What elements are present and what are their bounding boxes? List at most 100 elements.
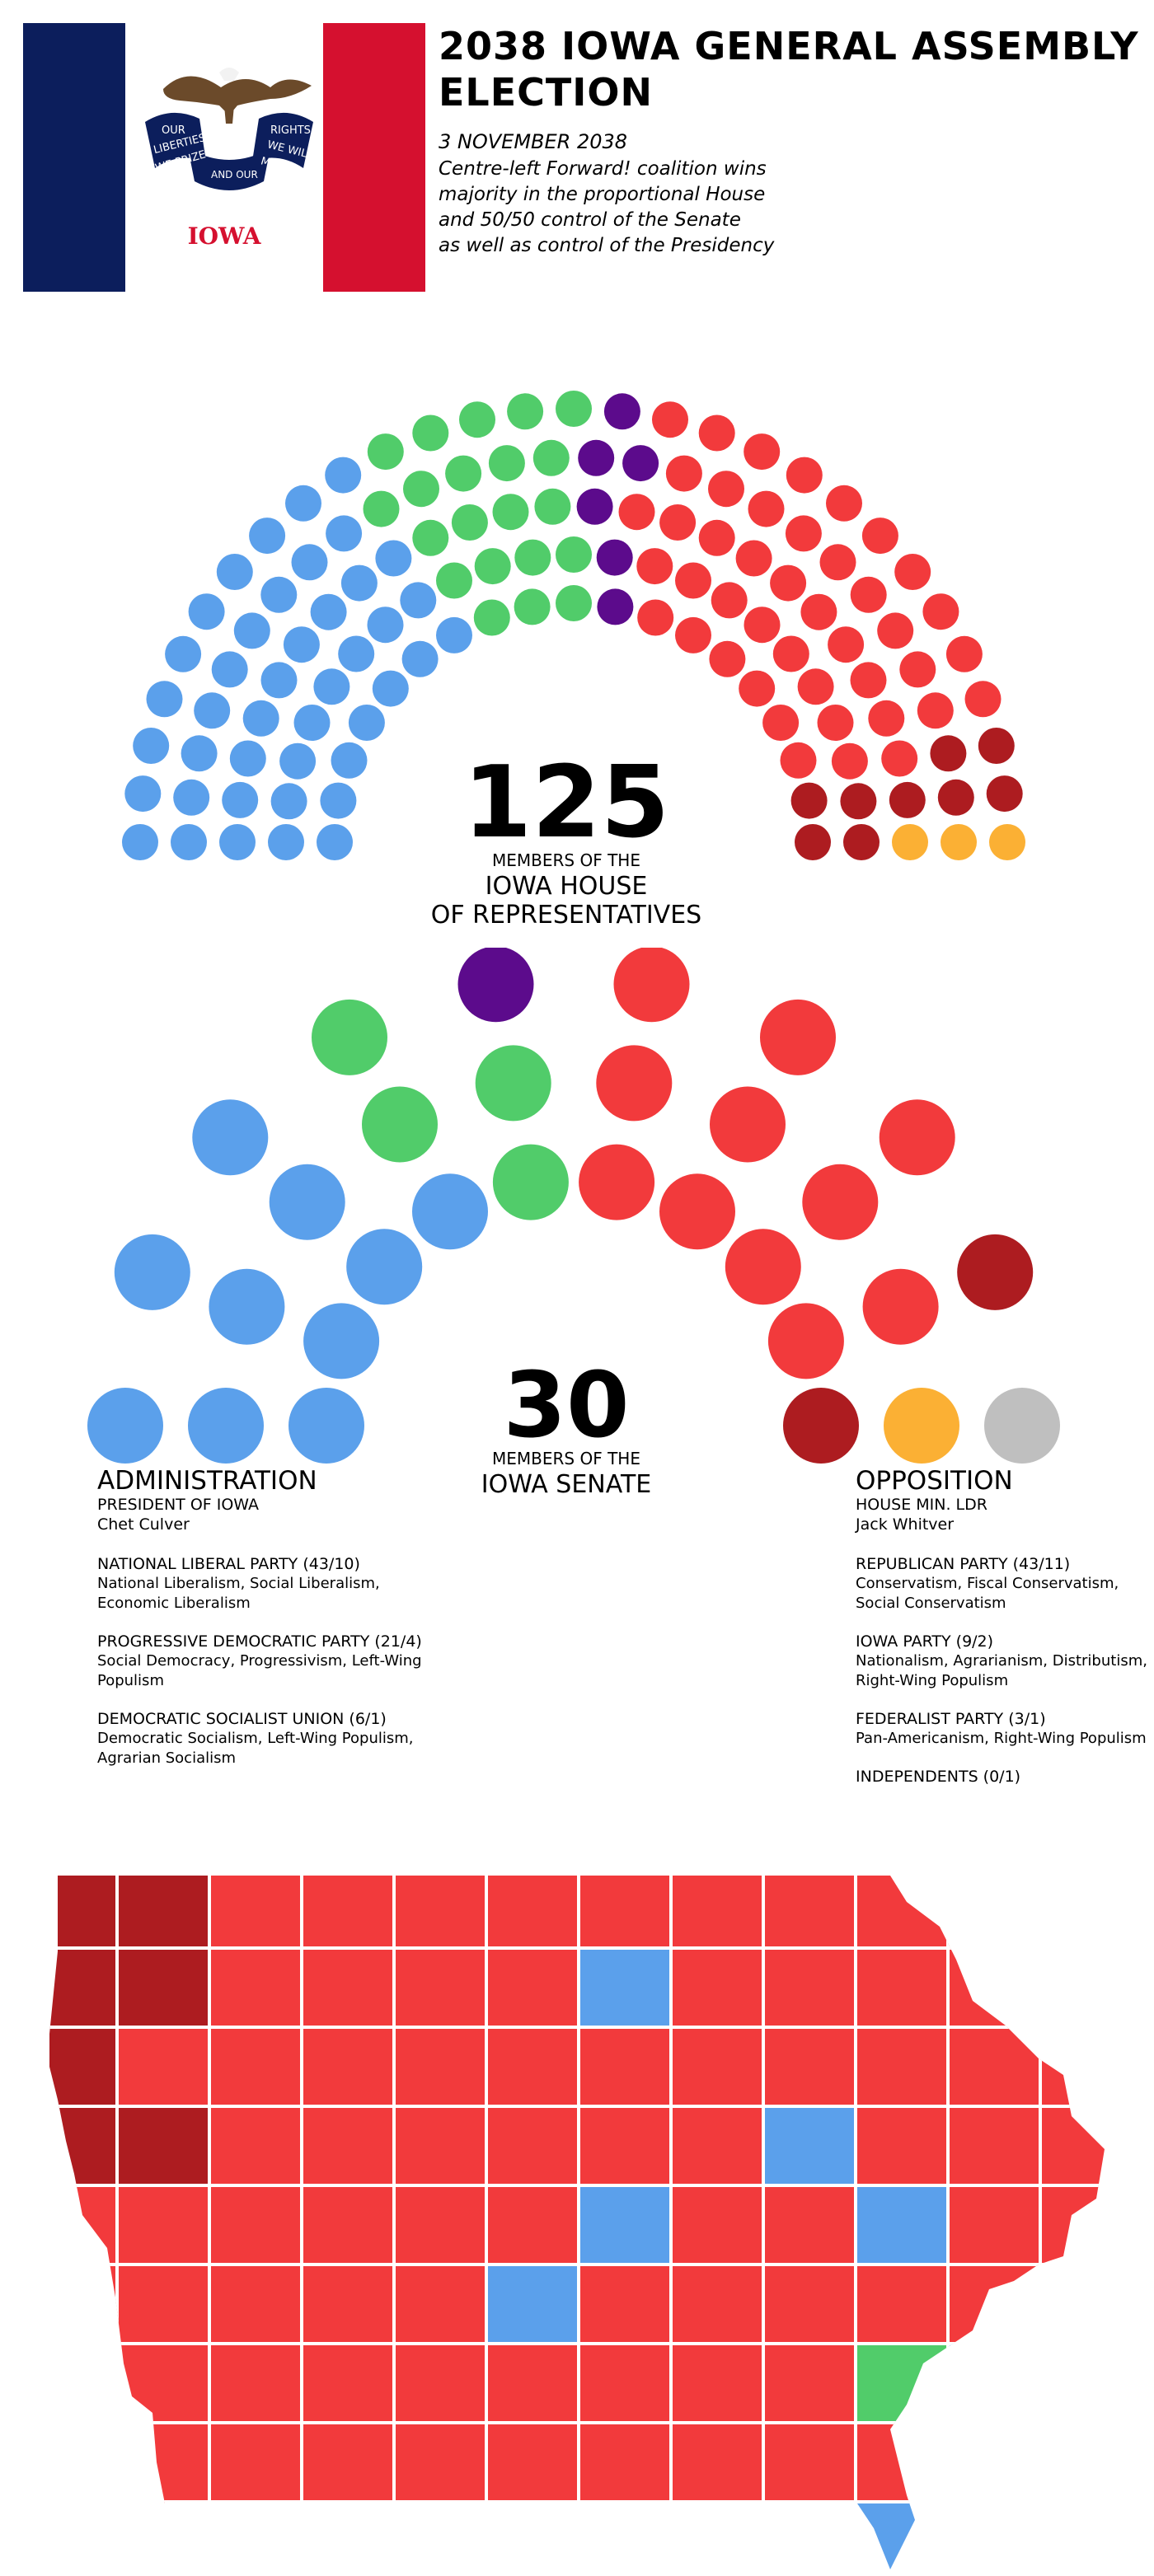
opposition-heading: OPPOSITION xyxy=(856,1466,1013,1496)
seat-republican xyxy=(579,1144,655,1220)
seat-national-liberal xyxy=(291,544,328,581)
seat-republican xyxy=(652,401,688,438)
seat-iowa-party xyxy=(783,1388,859,1464)
county-iowa-party xyxy=(49,2026,119,2108)
county-republican xyxy=(208,2500,303,2569)
seat-republican xyxy=(767,1303,844,1379)
subtitle-line: and 50/50 control of the Senate xyxy=(439,209,741,231)
county-iowa-party xyxy=(49,1946,119,2029)
seat-progressive-democratic xyxy=(403,471,439,508)
seat-national-liberal xyxy=(146,681,183,718)
county-republican xyxy=(854,2105,950,2187)
county-republican xyxy=(208,2184,303,2266)
seat-republican xyxy=(739,670,776,707)
county-iowa-party xyxy=(49,2105,119,2187)
seat-progressive-democratic xyxy=(532,439,570,476)
flag-state-name: IOWA xyxy=(188,222,262,250)
seat-federalist xyxy=(989,824,1025,860)
county-republican xyxy=(946,2421,1042,2503)
seat-iowa-party xyxy=(937,779,974,816)
county-republican xyxy=(854,1876,950,1950)
county-republican xyxy=(577,1876,673,1950)
opposition-role: HOUSE MIN. LDR xyxy=(856,1496,987,1514)
seat-national-liberal xyxy=(211,651,248,688)
seat-national-liberal xyxy=(173,779,210,816)
seat-progressive-democratic xyxy=(514,539,551,576)
county-republican xyxy=(49,2342,119,2424)
party-ideology: Conservatism, Fiscal Conservatism, Socia… xyxy=(856,1575,1119,1612)
county-republican xyxy=(485,1946,580,2029)
county-republican xyxy=(577,2026,673,2108)
county-republican xyxy=(300,2500,396,2569)
party-name: IOWA PARTY (9/2) xyxy=(856,1632,994,1651)
seat-progressive-democratic xyxy=(451,504,488,541)
seat-progressive-democratic xyxy=(488,445,525,482)
seat-national-liberal xyxy=(401,640,439,677)
county-republican xyxy=(208,1946,303,2029)
seat-republican xyxy=(698,519,735,556)
party-name: DEMOCRATIC SOCIALIST UNION (6/1) xyxy=(97,1710,387,1728)
party-entry: PROGRESSIVE DEMOCRATIC PARTY (21/4) Soci… xyxy=(97,1632,427,1691)
county-republican xyxy=(946,1876,1042,1950)
county-national-liberal xyxy=(762,2105,857,2187)
seat-republican xyxy=(744,607,781,644)
county-republican xyxy=(300,2105,396,2187)
flag-banner-text: RIGHTS xyxy=(270,124,311,137)
county-republican xyxy=(485,2184,580,2266)
county-national-liberal xyxy=(577,2184,673,2266)
seat-iowa-party xyxy=(978,728,1015,764)
seat-national-liberal xyxy=(288,1388,364,1464)
county-republican xyxy=(577,2421,673,2503)
seat-republican xyxy=(800,593,837,630)
seat-republican xyxy=(817,705,854,741)
seat-national-liberal xyxy=(372,670,409,707)
administration-heading: ADMINISTRATION xyxy=(97,1466,317,1496)
county-republican xyxy=(669,2026,765,2108)
seat-republican xyxy=(675,616,711,653)
county-republican xyxy=(392,1946,488,2029)
county-republican xyxy=(300,1946,396,2029)
seat-progressive-democratic xyxy=(556,585,592,621)
county-iowa-party xyxy=(115,1876,211,1950)
seat-national-liberal xyxy=(171,824,207,860)
county-republican xyxy=(577,2500,673,2569)
seat-national-liberal xyxy=(285,485,321,522)
party-name: PROGRESSIVE DEMOCRATIC PARTY (21/4) xyxy=(97,1632,422,1651)
seat-republican xyxy=(831,742,868,780)
flag-banner-text: OUR xyxy=(162,124,185,137)
flag-red-stripe xyxy=(323,23,425,292)
seat-republican xyxy=(596,1045,673,1122)
administration-role: PRESIDENT OF IOWA xyxy=(97,1496,260,1514)
county-republican xyxy=(1039,2026,1105,2108)
seat-progressive-democratic xyxy=(363,490,400,527)
county-republican xyxy=(946,2500,1042,2569)
county-republican xyxy=(577,2263,673,2345)
seat-federalist xyxy=(941,824,977,860)
seat-republican xyxy=(861,518,898,555)
senate-seat-count: 30 xyxy=(503,1352,630,1458)
seat-progressive-democratic xyxy=(474,548,511,585)
county-national-liberal xyxy=(485,2263,580,2345)
seat-federalist xyxy=(892,824,928,860)
seat-independent xyxy=(984,1388,1060,1464)
party-ideology: National Liberalism, Social Liberalism, … xyxy=(97,1575,380,1612)
seat-republican xyxy=(828,626,865,663)
senate-label-line2: IOWA SENATE xyxy=(481,1470,652,1499)
county-republican xyxy=(669,2421,765,2503)
county-national-liberal xyxy=(946,2342,1042,2424)
seat-national-liberal xyxy=(233,612,270,649)
county-republican xyxy=(669,1946,765,2029)
seat-republican xyxy=(802,1164,879,1240)
party-name: INDEPENDENTS (0/1) xyxy=(856,1768,1021,1786)
county-republican xyxy=(577,2105,673,2187)
seat-national-liberal xyxy=(269,1164,345,1240)
county-republican xyxy=(392,2184,488,2266)
seat-national-liberal xyxy=(260,662,298,699)
seat-republican xyxy=(659,504,697,541)
county-national-liberal xyxy=(854,2184,950,2266)
party-entry: FEDERALIST PARTY (3/1) Pan-Americanism, … xyxy=(856,1709,1154,1749)
county-republican xyxy=(392,2263,488,2345)
opposition-leader: Jack Whitver xyxy=(856,1515,955,1534)
party-entry: IOWA PARTY (9/2) Nationalism, Agrarianis… xyxy=(856,1632,1154,1691)
seat-republican xyxy=(665,455,702,492)
